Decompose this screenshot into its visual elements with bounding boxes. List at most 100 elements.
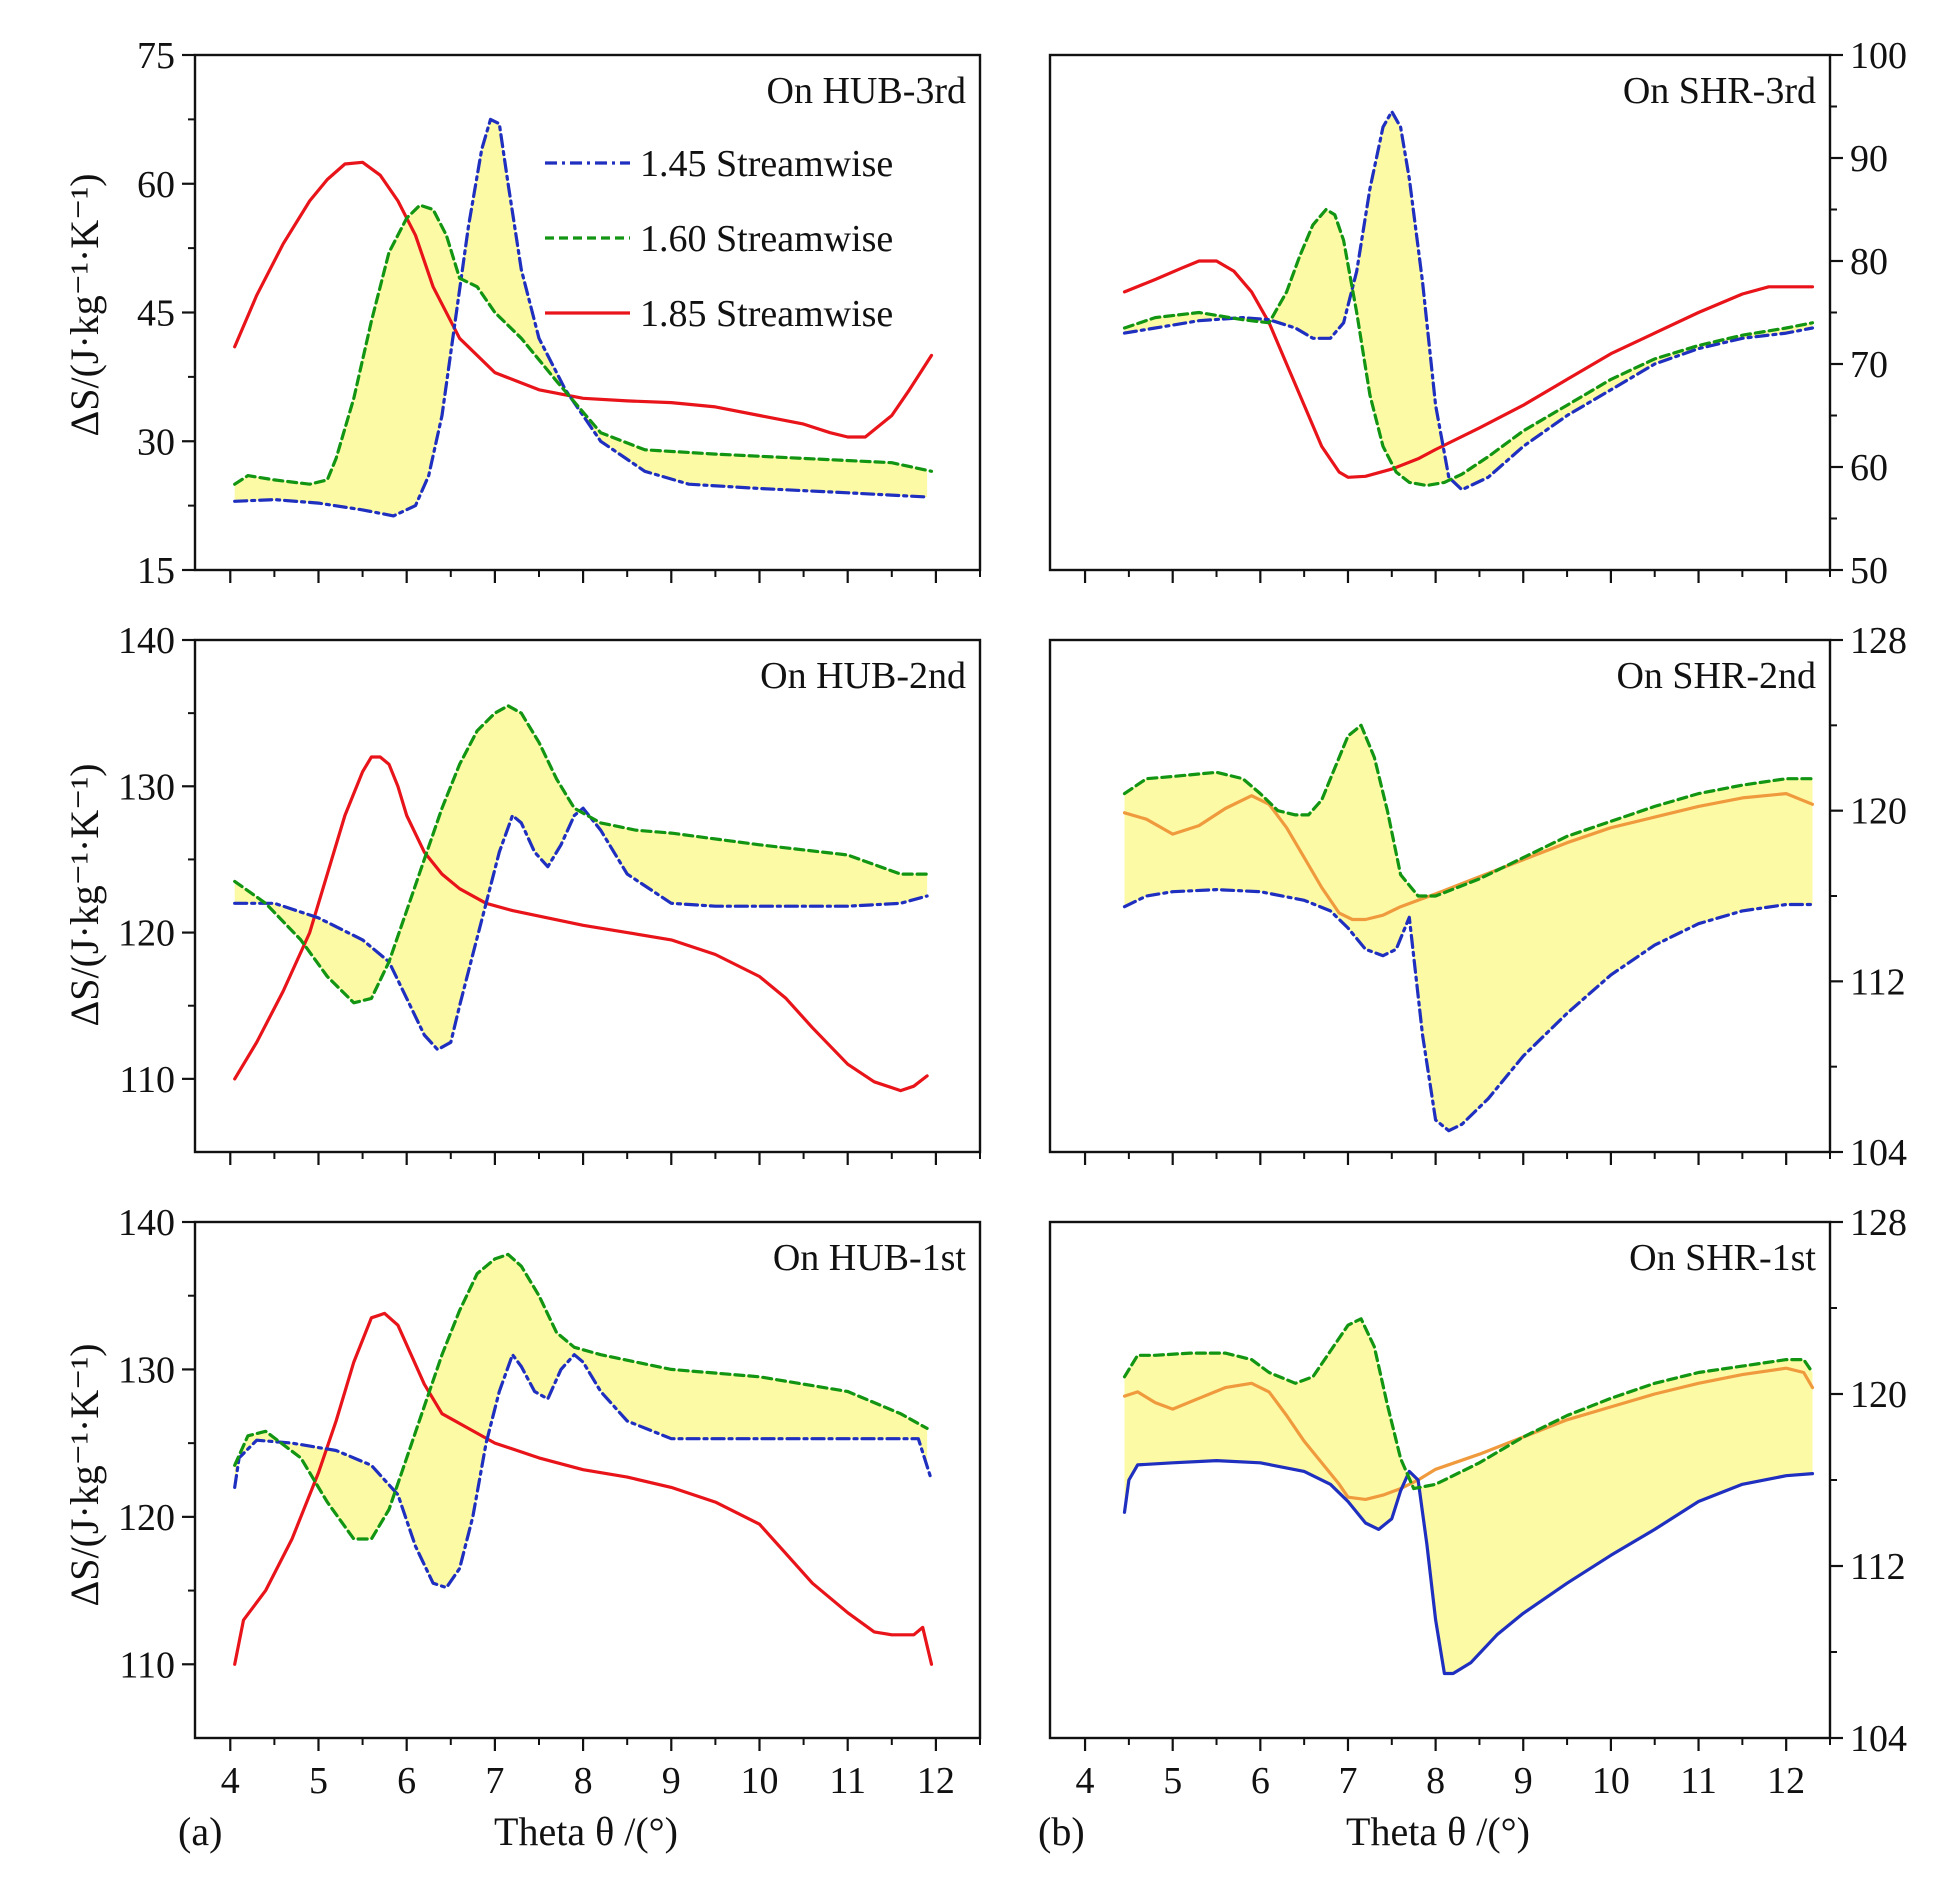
series-line-1_85 bbox=[1122, 791, 1815, 922]
x-tick-label: 5 bbox=[309, 1760, 328, 1802]
y-tick-label: 120 bbox=[1850, 791, 1907, 833]
y-tick-label: 130 bbox=[118, 766, 175, 808]
y-tick-label: 112 bbox=[1850, 1546, 1906, 1588]
series-line-1_60 bbox=[1122, 1317, 1815, 1491]
x-tick-label: 4 bbox=[1076, 1760, 1095, 1802]
y-tick-label: 120 bbox=[1850, 1374, 1907, 1416]
y-tick-label: 30 bbox=[137, 421, 175, 463]
x-tick-label: 6 bbox=[397, 1760, 416, 1802]
panel-title: On SHR-3rd bbox=[1623, 70, 1816, 112]
plot-area bbox=[233, 117, 934, 518]
series-line-1_85 bbox=[233, 755, 929, 1093]
panel-frame bbox=[193, 638, 982, 1154]
y-axis-title-row2: ΔS/(J·kg⁻¹·K⁻¹) bbox=[62, 763, 107, 1026]
legend-label: 1.85 Streamwise bbox=[640, 293, 893, 335]
x-axis-title-right: Theta θ /(°) bbox=[1346, 1809, 1530, 1854]
x-tick-label: 10 bbox=[740, 1760, 778, 1802]
panel-frame bbox=[1048, 53, 1832, 572]
y-tick-label: 110 bbox=[119, 1644, 175, 1686]
y-tick-label: 50 bbox=[1850, 550, 1888, 592]
series-line-1_60 bbox=[233, 203, 934, 486]
x-tick-label: 11 bbox=[829, 1760, 866, 1802]
x-tick-label: 9 bbox=[1514, 1760, 1533, 1802]
y-tick-label: 112 bbox=[1850, 961, 1906, 1003]
y-tick-label: 60 bbox=[1850, 447, 1888, 489]
sub-label-a: (a) bbox=[178, 1809, 222, 1854]
x-tick-label: 9 bbox=[662, 1760, 681, 1802]
legend-label: 1.60 Streamwise bbox=[640, 218, 893, 260]
series-line-1_60 bbox=[233, 704, 929, 1005]
series-line-1_85 bbox=[233, 160, 934, 439]
series-line-1_45 bbox=[233, 117, 929, 518]
series-line-1_60 bbox=[1122, 207, 1815, 488]
y-tick-label: 70 bbox=[1850, 344, 1888, 386]
x-tick-label: 5 bbox=[1163, 1760, 1182, 1802]
plot-area bbox=[233, 1252, 934, 1666]
x-tick-label: 6 bbox=[1251, 1760, 1270, 1802]
chart-panel-shr3: 50 60 70 80 90 100 On SHR-3rd bbox=[1048, 35, 1907, 592]
fill-between-area bbox=[234, 706, 928, 1049]
chart-panel-shr2: 104 112 120 128 On SHR-2nd bbox=[1048, 620, 1907, 1174]
x-tick-label: 7 bbox=[485, 1760, 504, 1802]
x-tick-label: 12 bbox=[1767, 1760, 1805, 1802]
panel-title: On HUB-2nd bbox=[760, 655, 966, 697]
series-line-1_45 bbox=[233, 1353, 934, 1590]
chart-panel-hub2: 110 120 130 140 On HUB-2nd bbox=[118, 620, 982, 1165]
panel-title: On HUB-3rd bbox=[767, 70, 966, 112]
series-line-1_60 bbox=[233, 1252, 929, 1541]
y-tick-label: 110 bbox=[119, 1059, 175, 1101]
y-axis-title-row1: ΔS/(J·kg⁻¹·K⁻¹) bbox=[62, 173, 107, 436]
y-axis-title-row3: ΔS/(J·kg⁻¹·K⁻¹) bbox=[62, 1343, 107, 1606]
plot-area bbox=[1122, 1317, 1815, 1676]
fill-between-area bbox=[1124, 727, 1813, 1131]
y-tick-label: 130 bbox=[118, 1349, 175, 1391]
panel-frame bbox=[193, 1220, 982, 1740]
y-tick-label: 128 bbox=[1850, 1202, 1907, 1244]
panel-title: On HUB-1st bbox=[773, 1237, 967, 1279]
x-tick-label: 8 bbox=[1426, 1760, 1445, 1802]
sub-label-b: (b) bbox=[1038, 1809, 1085, 1854]
y-tick-label: 104 bbox=[1850, 1132, 1907, 1174]
series-line-1_60 bbox=[1122, 723, 1815, 898]
series-line-1_45 bbox=[233, 806, 929, 1052]
chart-panel-hub3: 15 30 45 60 75 On HUB-3rd 1.45 Streamwise 1.60 … bbox=[137, 35, 982, 592]
y-tick-label: 140 bbox=[118, 620, 175, 662]
y-tick-label: 80 bbox=[1850, 241, 1888, 283]
x-axis-title-left: Theta θ /(°) bbox=[494, 1809, 678, 1854]
chart-panel-hub1: 4 5 6 7 8 9 10 11 12 110 120 130 140 On HUB-1st bbox=[118, 1202, 982, 1802]
x-tick-label: 11 bbox=[1680, 1760, 1717, 1802]
y-tick-label: 128 bbox=[1850, 620, 1907, 662]
y-tick-label: 90 bbox=[1850, 138, 1888, 180]
x-tick-label: 10 bbox=[1592, 1760, 1630, 1802]
y-tick-label: 104 bbox=[1850, 1718, 1907, 1760]
y-tick-label: 45 bbox=[137, 293, 175, 335]
plot-area bbox=[1122, 723, 1815, 1133]
series-line-1_85 bbox=[1122, 1366, 1815, 1502]
y-tick-label: 100 bbox=[1850, 35, 1907, 77]
legend-label: 1.45 Streamwise bbox=[640, 143, 893, 185]
x-tick-label: 8 bbox=[574, 1760, 593, 1802]
series-line-1_85 bbox=[233, 1311, 934, 1666]
x-tick-label: 7 bbox=[1338, 1760, 1357, 1802]
fill-between-area bbox=[1124, 1319, 1813, 1674]
y-tick-label: 60 bbox=[137, 164, 175, 206]
y-tick-label: 15 bbox=[137, 550, 175, 592]
chart-panel-shr1: 4 5 6 7 8 9 10 11 12 104 112 120 128 On SHR-1st bbox=[1048, 1202, 1907, 1802]
fill-between-area bbox=[234, 1254, 928, 1588]
series-line-1_45 bbox=[1122, 887, 1815, 1133]
panel-title: On SHR-1st bbox=[1629, 1237, 1816, 1279]
y-tick-label: 140 bbox=[118, 1202, 175, 1244]
series-line-1_85 bbox=[1122, 259, 1815, 479]
series-line-1_45 bbox=[1122, 109, 1815, 492]
plot-area bbox=[233, 704, 929, 1093]
y-tick-label: 75 bbox=[137, 35, 175, 77]
y-tick-label: 120 bbox=[118, 913, 175, 955]
plot-area bbox=[1122, 109, 1815, 492]
y-tick-label: 120 bbox=[118, 1497, 175, 1539]
series-line-1_45 bbox=[1122, 1458, 1815, 1676]
panel-title: On SHR-2nd bbox=[1616, 655, 1816, 697]
x-tick-label: 4 bbox=[221, 1760, 240, 1802]
x-tick-label: 12 bbox=[917, 1760, 955, 1802]
